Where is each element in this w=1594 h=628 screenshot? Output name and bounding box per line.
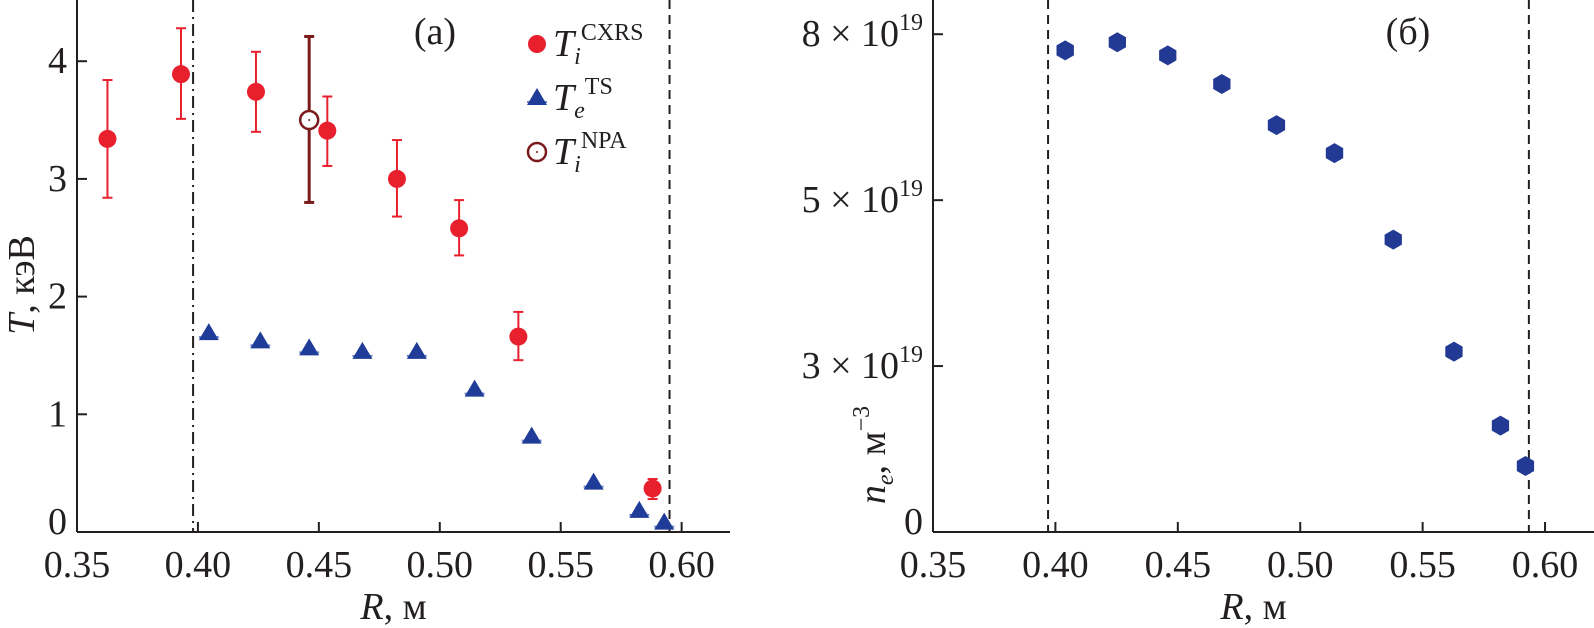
data-point-ti-cxrs (246, 82, 265, 101)
x-tick-label: 0.45 (1145, 544, 1212, 586)
x-axis-unit: , м (1244, 586, 1287, 628)
y-tick-label: 3 × 1019 (802, 342, 923, 387)
data-point-ne (1384, 229, 1402, 250)
x-tick-label: 0.55 (1389, 544, 1456, 586)
y-tick-label: 8 × 1019 (802, 10, 923, 55)
data-point-te-ts (654, 512, 675, 530)
data-point-ti-cxrs (171, 65, 190, 84)
legend-superscript: TS (585, 74, 613, 100)
x-tick-label: 0.45 (286, 544, 353, 586)
legend-entry: TiNPA (553, 128, 627, 178)
y-axis-symbol: n (852, 485, 894, 504)
y-axis-unit-exponent: −3 (849, 406, 875, 432)
y-axis-label: ne, м−3 (849, 406, 899, 504)
y-tick-mantissa: 8 × 10 (802, 13, 899, 55)
data-point-ne (1445, 341, 1463, 362)
data-point-te-ts (299, 338, 320, 356)
data-point-te-ts (521, 426, 542, 444)
data-point-center (536, 151, 538, 153)
data-point-center (308, 119, 311, 122)
legend-subscript: i (574, 44, 581, 70)
y-tick-label: 3 (48, 158, 67, 200)
legend-symbol: T (553, 131, 577, 173)
y-tick-label: 5 × 1019 (802, 176, 923, 221)
data-point-ti-cxrs (98, 129, 117, 148)
x-tick-label: 0.60 (1512, 544, 1579, 586)
data-point-te-ts (406, 341, 427, 359)
y-tick-exponent: 19 (899, 342, 923, 368)
data-point-ne (1108, 32, 1126, 53)
x-tick-label: 0.40 (1022, 544, 1089, 586)
x-tick-label: 0.50 (407, 544, 474, 586)
panel-label: (б) (1386, 11, 1431, 53)
x-axis-label: R, м (1219, 586, 1286, 628)
x-tick-label: 0.35 (44, 544, 111, 586)
y-tick-mantissa: 0 (904, 501, 923, 543)
x-axis-symbol: R (359, 586, 383, 628)
y-axis-label: T, кэВ (1, 235, 43, 335)
y-tick-exponent: 19 (899, 10, 923, 36)
y-tick-mantissa: 5 × 10 (802, 179, 899, 221)
x-tick-label: 0.55 (527, 544, 594, 586)
y-tick-label: 4 (48, 40, 67, 82)
data-point-ne (1213, 74, 1231, 94)
data-point-te-ts (629, 500, 650, 518)
y-tick-mantissa: 4 (48, 40, 67, 82)
y-tick-mantissa: 1 (48, 393, 67, 435)
y-tick-label: 0 (904, 501, 923, 543)
legend-entry: TeTS (553, 74, 613, 124)
legend-subscript: i (574, 152, 581, 178)
y-axis-unit: , кэВ (1, 235, 43, 314)
data-point-ne (1491, 415, 1510, 436)
y-tick-mantissa: 0 (48, 501, 67, 543)
x-tick-label: 0.60 (648, 544, 715, 586)
y-axis-subscript: e (873, 474, 899, 485)
data-point-ne (1516, 456, 1535, 476)
data-point-ti-cxrs (528, 35, 546, 53)
data-point-ne (1267, 115, 1286, 136)
data-point-ti-cxrs (643, 479, 662, 498)
data-point-te-ts (250, 331, 271, 349)
data-point-te-ts (583, 472, 604, 490)
panel-label: (a) (414, 11, 456, 53)
y-tick-label: 0 (48, 501, 67, 543)
y-tick-mantissa: 2 (48, 276, 67, 318)
x-axis-unit: , м (384, 586, 427, 628)
y-axis-symbol: T (1, 311, 43, 335)
y-tick-label: 1 (48, 393, 67, 435)
y-tick-exponent: 19 (899, 176, 923, 202)
x-axis-label: R, м (359, 586, 426, 628)
y-tick-mantissa: 3 × 10 (802, 345, 899, 387)
data-point-ne (1159, 45, 1177, 66)
data-point-ne (1056, 40, 1074, 61)
y-tick-mantissa: 3 (48, 158, 67, 200)
legend-symbol: T (553, 23, 577, 65)
data-point-ti-cxrs (387, 169, 406, 188)
legend-superscript: NPA (581, 128, 627, 154)
legend-subscript: e (574, 98, 585, 124)
legend-entry: TiCXRS (553, 20, 644, 70)
data-point-ti-cxrs (509, 327, 528, 346)
data-point-te-ts (527, 88, 547, 105)
data-point-ti-cxrs (318, 121, 337, 140)
y-tick-label: 2 (48, 276, 67, 318)
x-tick-label: 0.50 (1267, 544, 1334, 586)
data-point-ti-cxrs (450, 219, 469, 238)
data-point-ne (1325, 143, 1344, 164)
x-tick-label: 0.40 (165, 544, 232, 586)
data-point-te-ts (352, 341, 373, 359)
y-axis-unit: , м (852, 431, 894, 474)
legend-superscript: CXRS (581, 20, 644, 46)
x-axis-symbol: R (1219, 586, 1243, 628)
data-point-te-ts (464, 379, 485, 397)
legend-symbol: T (553, 77, 577, 119)
data-point-te-ts (198, 323, 219, 341)
x-tick-label: 0.35 (900, 544, 967, 586)
